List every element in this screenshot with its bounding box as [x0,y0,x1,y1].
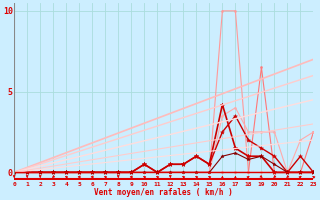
X-axis label: Vent moyen/en rafales ( km/h ): Vent moyen/en rafales ( km/h ) [94,188,233,197]
